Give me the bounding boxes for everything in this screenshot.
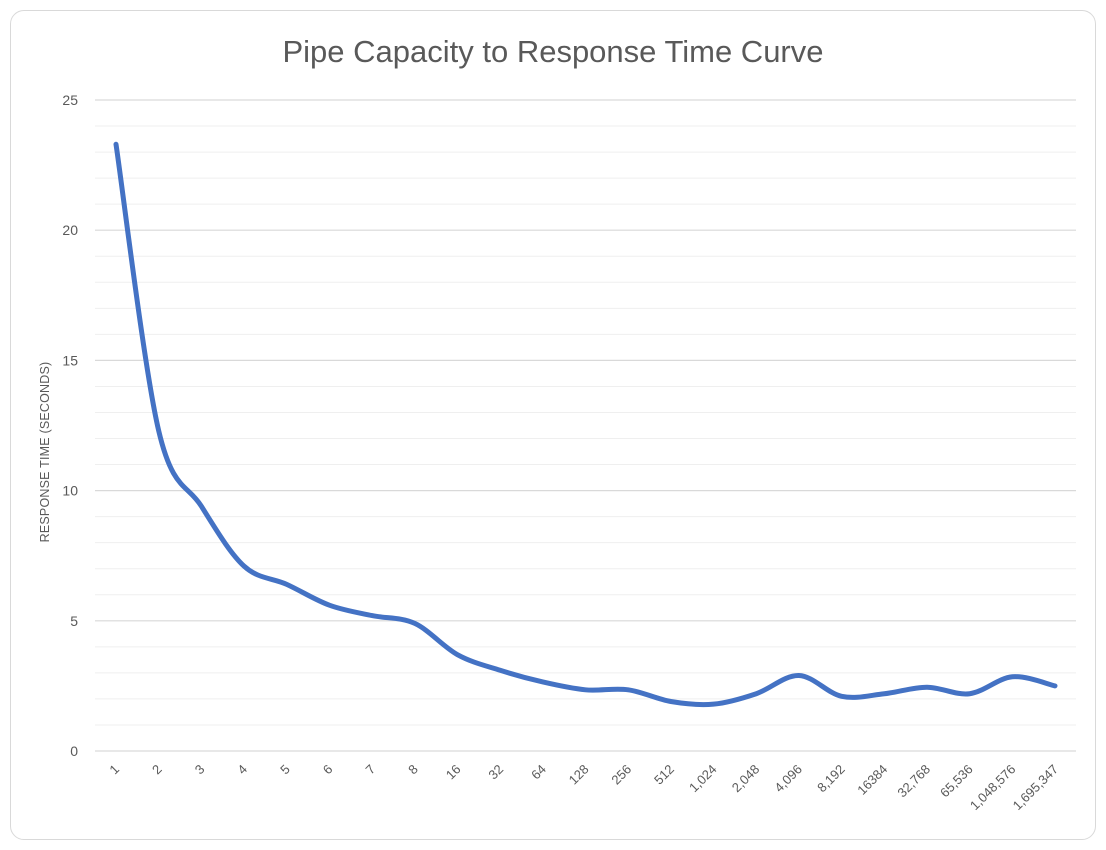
x-tick-label: 4	[234, 762, 250, 778]
x-tick-label: 8,192	[814, 762, 848, 796]
x-tick-label: 4,096	[771, 762, 805, 796]
data-point	[1010, 674, 1015, 679]
chart-frame	[10, 10, 1096, 840]
x-tick-label: 64	[528, 762, 549, 783]
data-point	[626, 687, 631, 692]
x-tick-label: 16384	[854, 762, 890, 798]
data-point	[156, 428, 161, 433]
x-tick-label: 128	[566, 762, 592, 788]
gridlines	[95, 99, 1076, 752]
data-point	[540, 679, 545, 684]
y-tick-label: 15	[62, 352, 78, 368]
y-axis-ticks: 0 5 10 15 20 25	[62, 92, 78, 759]
data-point	[327, 603, 332, 608]
x-tick-label: 6	[320, 762, 336, 778]
x-tick-label: 65,536	[937, 762, 976, 801]
x-tick-label: 1,024	[686, 762, 720, 796]
data-point	[882, 691, 887, 696]
data-point	[114, 142, 119, 147]
data-point	[668, 699, 673, 704]
data-point	[711, 702, 716, 707]
x-tick-label: 1,048,576	[967, 762, 1019, 814]
y-axis-label: RESPONSE TIME (SECONDS)	[38, 362, 52, 543]
data-point	[412, 621, 417, 626]
x-tick-label: 16	[443, 762, 464, 783]
y-tick-label: 20	[62, 222, 78, 238]
x-tick-label: 32,768	[894, 762, 933, 801]
x-tick-label: 2,048	[729, 762, 763, 796]
data-point	[498, 668, 503, 673]
data-point	[796, 673, 801, 678]
x-tick-label: 512	[651, 762, 677, 788]
x-tick-label: 32	[485, 762, 506, 783]
y-tick-label: 0	[70, 743, 78, 759]
data-point	[455, 652, 460, 657]
x-tick-label: 5	[277, 762, 293, 778]
data-point	[924, 685, 929, 690]
x-axis-ticks: 1 2 3 4 5 6 7 8 16 32 64 128 256 512 1,024 2,048 4,096 8,…	[106, 762, 1061, 814]
data-point	[583, 687, 588, 692]
data-point	[242, 564, 247, 569]
x-tick-label: 256	[608, 762, 634, 788]
series-line	[113, 141, 1058, 708]
data-point	[839, 694, 844, 699]
data-point	[1053, 683, 1058, 688]
series-layer	[113, 141, 1058, 708]
y-tick-label: 10	[62, 483, 78, 499]
y-tick-label: 25	[62, 92, 78, 108]
y-tick-label: 5	[70, 613, 78, 629]
x-tick-label: 1	[106, 762, 122, 778]
data-point	[967, 691, 972, 696]
x-tick-label: 8	[405, 762, 421, 778]
data-point	[754, 691, 759, 696]
x-tick-label: 1,695,347	[1010, 762, 1062, 814]
x-tick-label: 2	[149, 762, 165, 778]
data-point	[199, 504, 204, 509]
chart-title: Pipe Capacity to Response Time Curve	[282, 34, 823, 69]
x-tick-label: 3	[192, 762, 208, 778]
data-point	[370, 613, 375, 618]
x-tick-label: 7	[362, 762, 378, 778]
data-point	[284, 582, 289, 587]
